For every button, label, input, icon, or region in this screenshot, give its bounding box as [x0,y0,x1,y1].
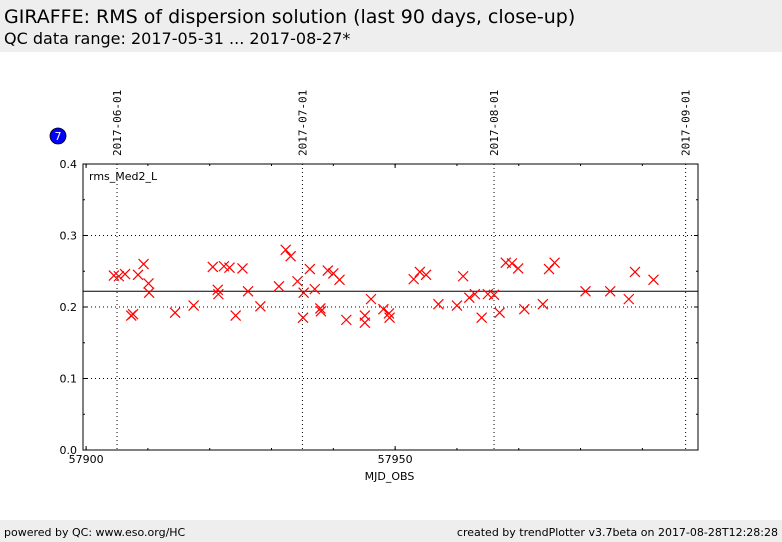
date-tick-label: 2017-08-01 [488,90,501,156]
date-tick-label: 2017-09-01 [680,90,693,156]
data-point [188,300,200,311]
data-point [359,317,371,329]
page-title: GIRAFFE: RMS of dispersion solution (las… [4,6,576,28]
badge-number: 7 [55,130,62,143]
data-point [207,261,219,273]
y-tick-label: 0.2 [60,301,78,314]
data-point [408,273,420,285]
data-point [451,300,463,311]
data-point [224,262,235,274]
x-axis-label: MJD_OBS [365,470,415,483]
y-tick-label: 0.4 [60,158,78,171]
data-point [512,262,524,274]
data-point [377,303,389,315]
data-point [494,307,506,319]
data-point [469,288,481,300]
data-point [230,310,242,322]
data-point [384,312,395,324]
data-point [169,307,181,319]
data-point [648,274,659,286]
data-point [580,285,591,297]
data-point [549,257,561,269]
data-point [237,262,248,274]
data-point [254,300,266,312]
data-point [334,274,345,286]
date-tick-label: 2017-06-01 [111,90,124,156]
data-point [113,270,125,282]
data-point [432,298,444,310]
data-point [212,284,224,296]
data-point [322,265,334,276]
data-point [127,308,139,320]
data-point [242,285,254,297]
data-point [604,285,616,297]
data-point [108,270,120,281]
data-point [457,270,469,282]
date-tick-label: 2017-07-01 [296,90,309,156]
data-point [143,277,154,289]
data-point [132,269,144,281]
data-point [119,268,131,280]
x-tick-label: 57900 [69,453,104,466]
y-tick-label: 0.1 [60,373,78,386]
data-point [537,298,549,310]
data-point [297,312,309,324]
data-point [298,287,310,299]
data-point [518,303,530,315]
x-tick-label: 57950 [378,453,413,466]
data-point [506,257,518,269]
header-bar: GIRAFFE: RMS of dispersion solution (las… [0,0,782,52]
rms-scatter-chart: 7 2017-06-01 2017-07-01 2017-08-01 2017-09-0… [49,90,699,483]
data-point [476,312,488,324]
data-point [383,308,395,319]
data-point [280,244,292,256]
footer-created-by: created by trendPlotter v3.7beta on 2017… [456,526,778,539]
y-tick-label: 0.3 [60,230,78,243]
data-point [420,269,432,281]
data-point [543,263,555,275]
data-point [285,250,297,262]
data-point [340,314,352,326]
y-tick-label: 0.0 [60,444,78,457]
data-point [414,266,426,278]
footer-powered-by: powered by QC: www.eso.org/HC [4,526,186,539]
data-point [138,258,149,270]
data-point [315,305,327,317]
data-point [629,266,641,278]
data-point [463,292,475,304]
data-point [314,303,326,314]
data-point [273,280,285,292]
legend-label: rms_Med2_L [89,170,158,183]
footer-bar: powered by QC: www.eso.org/HC created by… [0,520,782,542]
data-point [309,283,321,295]
data-point [304,263,316,275]
page-subtitle: QC data range: 2017-05-31 ... 2017-08-27… [4,29,351,48]
data-point [623,293,635,305]
data-point [365,293,377,305]
data-point [488,289,500,301]
data-point [143,287,155,299]
data-point [292,275,303,287]
badge-circle [49,127,67,145]
data-point [212,288,224,300]
